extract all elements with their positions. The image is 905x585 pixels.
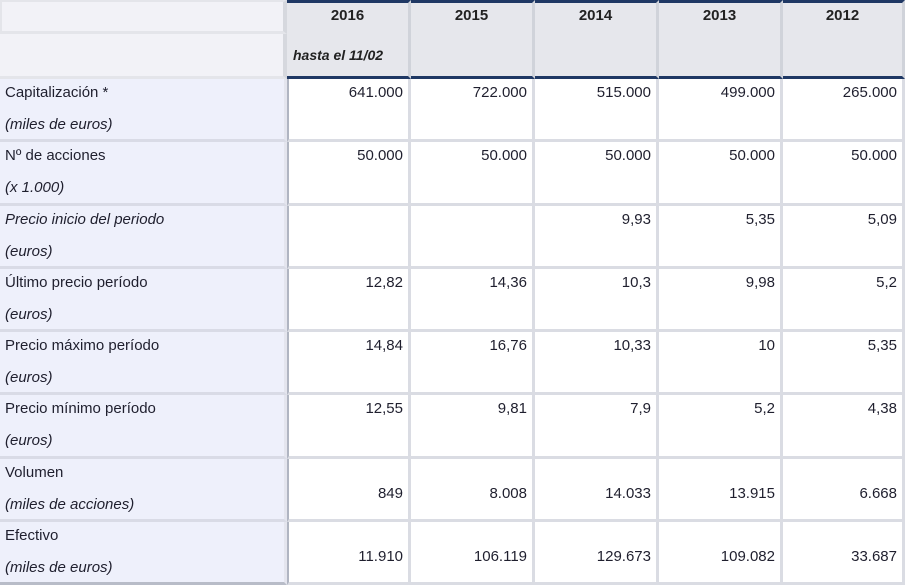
table-cell: 129.673 [535,521,659,585]
header-note-text: hasta el 11/02 [293,47,384,63]
header-year-2013: 2013 [659,0,783,34]
table-cell: 50.000 [535,142,659,206]
row-label: Capitalización * [5,84,109,101]
row-label: Precio inicio del periodo [5,210,165,228]
row-label: Volumen [5,463,64,481]
table-cell: 722.000 [411,79,535,143]
header-year-2014: 2014 [535,0,659,34]
table-cell: 50.000 [659,142,783,206]
table-cell [287,205,411,269]
table-cell: 8.008 [411,458,535,522]
table-cell: 11.910 [287,521,411,585]
row-sublabel: (euros) [5,242,53,260]
row-label-efectivo: Efectivo (miles de euros) [0,521,287,585]
table-cell: 9,98 [659,268,783,332]
table-cell: 5,09 [783,205,905,269]
header-year-2016: 2016 [287,0,411,34]
header-year-2012: 2012 [783,0,905,34]
table-cell: 109.082 [659,521,783,585]
table-cell: 14.033 [535,458,659,522]
header-blank-bottom [0,34,287,79]
header-year-2015: 2015 [411,0,535,34]
table-cell: 849 [287,458,411,522]
row-label-volumen: Volumen (miles de acciones) [0,458,287,522]
header-sub-2015 [411,34,535,79]
row-label-capitalizacion: Capitalización * (miles de euros) [0,79,287,143]
table-cell: 9,81 [411,395,535,459]
table-cell [411,205,535,269]
row-sublabel: (euros) [5,432,53,450]
table-cell: 12,55 [287,395,411,459]
table-cell: 10 [659,332,783,396]
row-label: Precio máximo período [5,337,160,354]
table-cell: 9,93 [535,205,659,269]
row-sublabel: (miles de euros) [5,558,113,576]
row-label-acciones: Nº de acciones (x 1.000) [0,142,287,206]
table-cell: 13.915 [659,458,783,522]
header-note-2016: hasta el 11/02 [287,34,411,79]
row-label-precio-inicio: Precio inicio del periodo (euros) [0,205,287,269]
row-label: Último precio período [5,273,148,291]
table-cell: 106.119 [411,521,535,585]
row-sublabel: (miles de euros) [5,116,113,133]
row-sublabel: (miles de acciones) [5,495,135,513]
row-label-ultimo-precio: Último precio período (euros) [0,268,287,332]
table-cell: 4,38 [783,395,905,459]
table-cell: 50.000 [287,142,411,206]
table-cell: 5,35 [659,205,783,269]
table-cell: 7,9 [535,395,659,459]
table-cell: 10,3 [535,268,659,332]
header-sub-2014 [535,34,659,79]
row-label: Precio mínimo período [5,400,156,418]
row-label: Nº de acciones [5,147,106,165]
table-cell: 12,82 [287,268,411,332]
header-sub-2012 [783,34,905,79]
table-cell: 265.000 [783,79,905,143]
header-blank-top [0,0,287,34]
table-cell: 5,35 [783,332,905,396]
table-cell: 515.000 [535,79,659,143]
row-sublabel: (euros) [5,305,53,323]
table-cell: 5,2 [783,268,905,332]
table-cell: 33.687 [783,521,905,585]
table-cell: 14,36 [411,268,535,332]
table-cell: 641.000 [287,79,411,143]
table-cell: 499.000 [659,79,783,143]
table-cell: 50.000 [411,142,535,206]
table-cell: 14,84 [287,332,411,396]
row-label-precio-minimo: Precio mínimo período (euros) [0,395,287,459]
table-cell: 5,2 [659,395,783,459]
row-sublabel: (euros) [5,369,53,386]
row-label: Efectivo [5,526,59,544]
row-sublabel: (x 1.000) [5,179,65,197]
row-label-precio-maximo: Precio máximo período (euros) [0,332,287,396]
table-cell: 10,33 [535,332,659,396]
table-cell: 50.000 [783,142,905,206]
header-sub-2013 [659,34,783,79]
table-cell: 16,76 [411,332,535,396]
table-cell: 6.668 [783,458,905,522]
